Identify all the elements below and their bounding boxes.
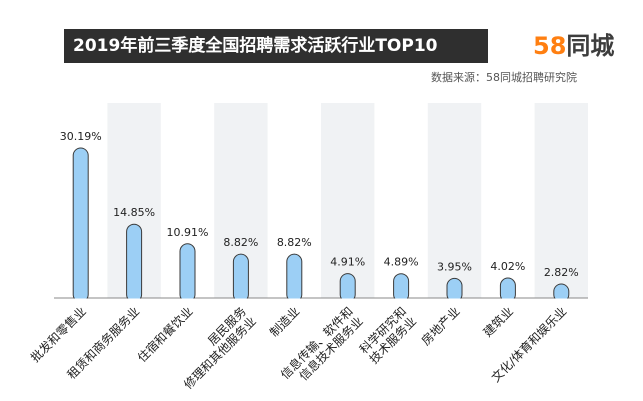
- bar-base-mask: [232, 298, 250, 304]
- bar: [179, 243, 196, 303]
- data-label: 8.82%: [223, 236, 258, 249]
- category-label-line: 住宿和餐饮业: [134, 304, 196, 366]
- category-label: 制造业: [267, 304, 302, 339]
- category-label-line: 建筑业: [480, 304, 516, 340]
- bar: [446, 277, 463, 303]
- bar-base-mask: [179, 298, 196, 304]
- category-label: 房地产业: [418, 304, 463, 349]
- data-label: 2.82%: [544, 266, 579, 279]
- bar: [286, 253, 303, 303]
- logo-number: 58: [533, 32, 567, 60]
- data-label: 4.02%: [490, 260, 525, 273]
- data-label: 4.89%: [384, 256, 419, 269]
- bar: [393, 273, 410, 303]
- category-label: 住宿和餐饮业: [134, 304, 196, 366]
- bar-base-mask: [339, 298, 357, 304]
- bar-base-mask: [552, 298, 570, 304]
- column-stripe: [321, 103, 375, 298]
- data-source: 数据来源：58同城招聘研究院: [431, 71, 577, 84]
- bar: [499, 277, 516, 303]
- chart-title: 2019年前三季度全国招聘需求活跃行业TOP10: [73, 36, 438, 56]
- category-label-line: 制造业: [267, 304, 302, 339]
- bar-base-mask: [125, 298, 143, 304]
- data-label: 4.91%: [330, 256, 365, 269]
- bar-base-mask: [446, 298, 463, 304]
- bar-base-mask: [499, 298, 517, 304]
- bar-base-mask: [392, 298, 410, 304]
- brand-logo: 58同城: [533, 30, 614, 62]
- data-label: 10.91%: [167, 226, 209, 239]
- bar: [72, 147, 89, 303]
- data-label: 8.82%: [277, 236, 312, 249]
- category-label-line: 房地产业: [418, 304, 463, 349]
- title-bar: [64, 29, 488, 63]
- column-stripe: [427, 103, 482, 298]
- data-label: 3.95%: [437, 260, 472, 273]
- logo-text: 同城: [566, 32, 615, 60]
- column-stripe: [534, 103, 588, 298]
- bar: [126, 223, 143, 303]
- bar-base-mask: [72, 298, 90, 304]
- bar: [339, 273, 356, 303]
- bar-base-mask: [285, 298, 303, 304]
- bar: [232, 253, 249, 303]
- data-label: 14.85%: [113, 206, 155, 219]
- category-label: 建筑业: [480, 304, 516, 340]
- data-label: 30.19%: [60, 130, 102, 143]
